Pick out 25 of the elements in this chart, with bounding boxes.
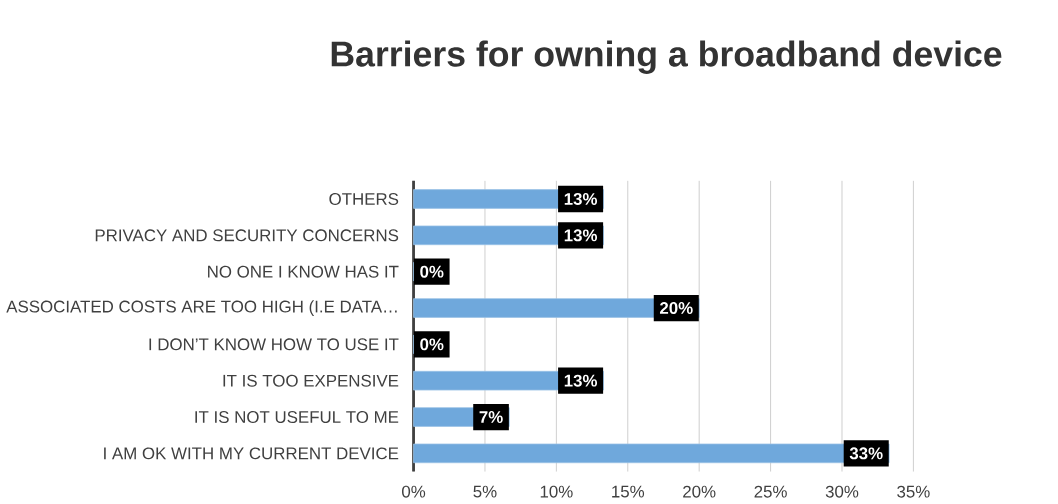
x-tick-label: 0% — [402, 485, 426, 498]
data-label: 13% — [564, 229, 598, 242]
y-tick-label: I AM OK WITH MY CURRENT DEVICE — [104, 447, 399, 460]
x-tick-label: 25% — [754, 485, 787, 498]
x-tick-label: 10% — [540, 485, 573, 498]
data-label: 7% — [479, 411, 503, 424]
x-tick-label: 20% — [683, 485, 716, 498]
x-tick-label: 35% — [897, 485, 930, 498]
y-tick-label: IT IS NOT USEFUL TO ME — [195, 411, 399, 424]
data-label: 13% — [564, 374, 598, 387]
y-tick-label: OTHERS — [329, 193, 399, 206]
data-label: 33% — [849, 447, 883, 460]
x-tick-label: 30% — [825, 485, 859, 498]
data-label: 13% — [564, 193, 598, 206]
x-tick-label: 15% — [612, 485, 645, 498]
y-tick-label: IT IS TOO EXPENSIVE — [223, 374, 399, 387]
data-label: 0% — [420, 265, 444, 278]
y-tick-label: PRIVACY AND SECURITY CONCERNS — [95, 229, 399, 242]
y-tick-label: ASSOCIATED COSTS ARE TOO HIGH (I.E DATA… — [6, 300, 397, 316]
data-label: 20% — [659, 302, 693, 315]
data-label: 0% — [420, 338, 444, 351]
y-tick-label: I DON’T KNOW HOW TO USE IT — [149, 338, 399, 351]
y-tick-label: NO ONE I KNOW HAS IT — [208, 265, 399, 278]
chart-title: Barriers for owning a broadband device — [331, 40, 1002, 74]
x-tick-label: 5% — [473, 485, 497, 498]
